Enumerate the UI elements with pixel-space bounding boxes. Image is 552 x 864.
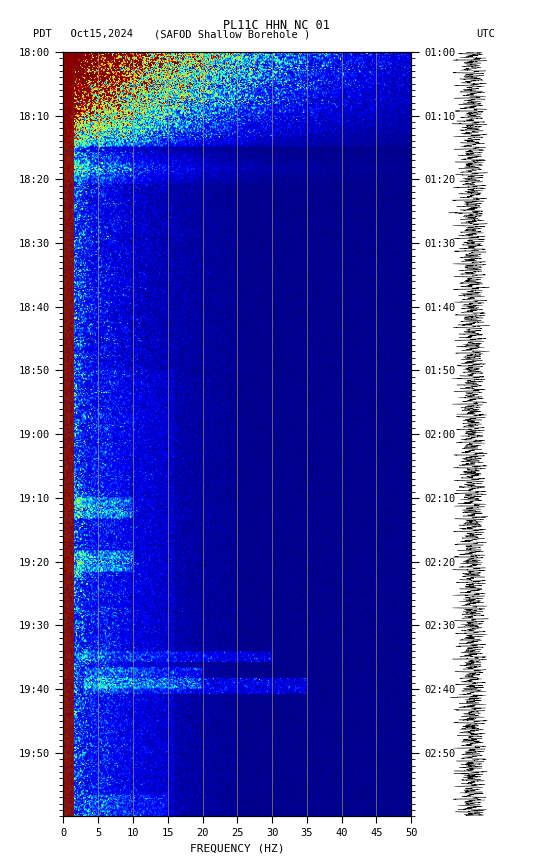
Text: PL11C HHN NC 01: PL11C HHN NC 01 [222,19,330,32]
Text: (SAFOD Shallow Borehole ): (SAFOD Shallow Borehole ) [153,29,310,40]
Text: PDT   Oct15,2024: PDT Oct15,2024 [33,29,133,40]
Bar [63,52,74,816]
X-axis label: FREQUENCY (HZ): FREQUENCY (HZ) [190,844,285,854]
Text: UTC: UTC [476,29,495,40]
